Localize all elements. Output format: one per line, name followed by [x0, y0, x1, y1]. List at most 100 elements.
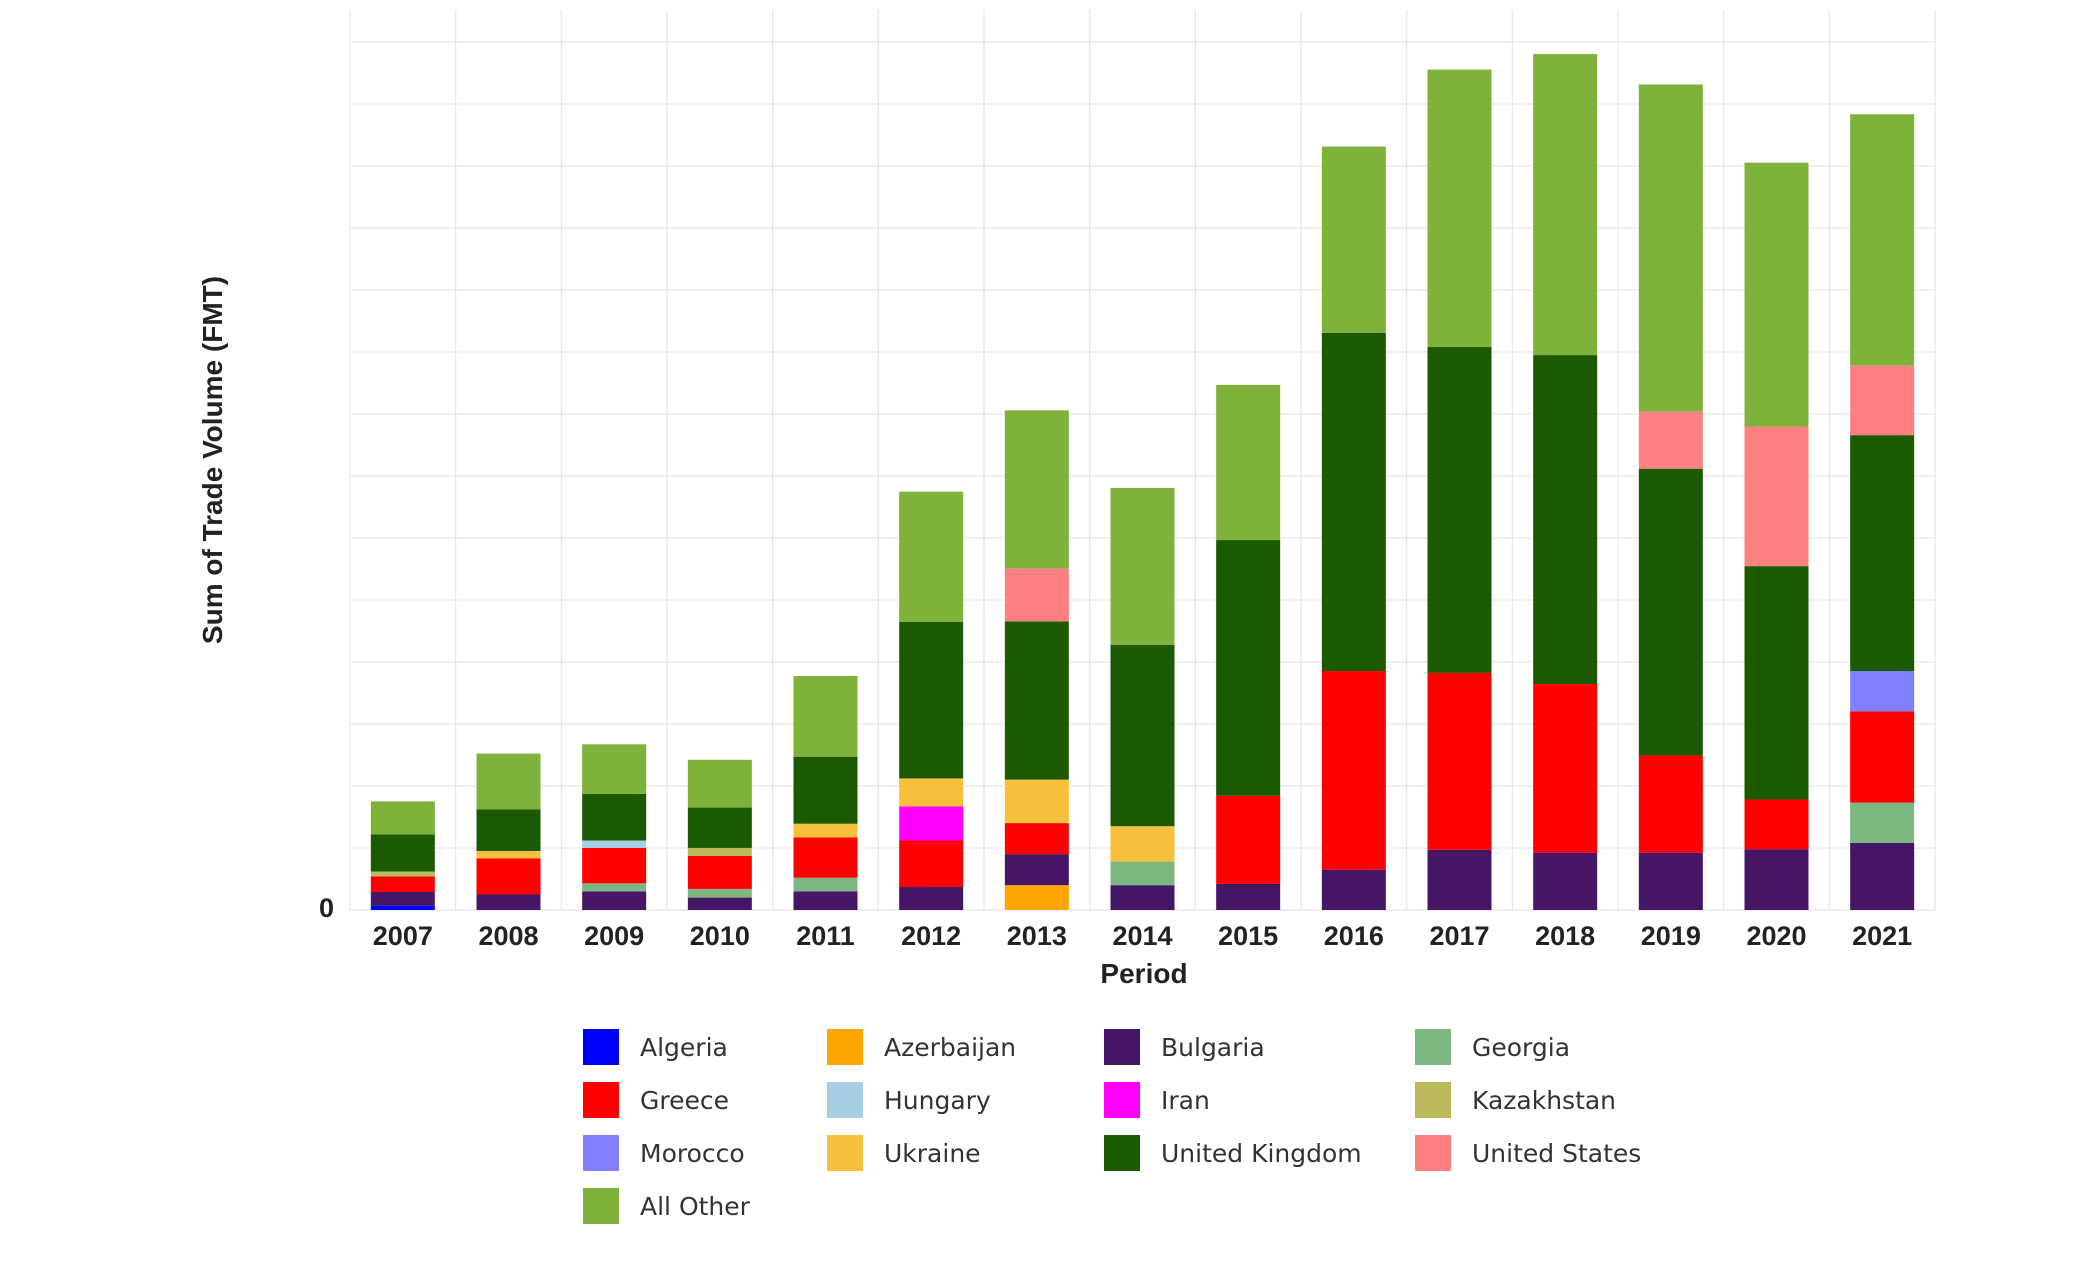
legend-swatch-greece: [583, 1082, 619, 1118]
legend-swatch-georgia: [1415, 1029, 1451, 1065]
bar-segment-2007-bulgaria: [370, 892, 435, 906]
bar-segment-2016-bulgaria: [1321, 869, 1386, 910]
bar-segment-2011-bulgaria: [793, 891, 858, 910]
bar-segment-2019-greece: [1638, 755, 1703, 853]
x-tick-label-2020: 2020: [1746, 921, 1806, 951]
bar-segment-2007-kazakhstan: [370, 871, 435, 877]
legend-label-ukraine: Ukraine: [884, 1139, 981, 1168]
bar-segment-2017-all-other: [1427, 69, 1492, 348]
bar-segment-2019-all-other: [1638, 84, 1703, 412]
bar-segment-2018-all-other: [1533, 54, 1598, 356]
bar-segment-2013-united-states: [1004, 568, 1069, 622]
bar-segment-2020-bulgaria: [1744, 849, 1809, 910]
bar-segment-2009-all-other: [582, 744, 647, 794]
bar-segment-2010-united-kingdom: [687, 807, 752, 848]
y-tick-label-0: 0: [319, 893, 334, 923]
bar-segment-2015-bulgaria: [1216, 883, 1281, 910]
legend-label-morocco: Morocco: [640, 1139, 745, 1168]
bar-segment-2015-all-other: [1216, 384, 1281, 541]
bar-segment-2014-georgia: [1110, 861, 1175, 886]
bar-segment-2020-united-states: [1744, 426, 1809, 567]
bar-segment-2014-all-other: [1110, 487, 1175, 645]
legend-label-algeria: Algeria: [640, 1033, 728, 1062]
legend: Algeria Greece Morocco All Other Azerbaijan H…: [583, 1029, 1641, 1224]
bar-segment-2010-bulgaria: [687, 897, 752, 910]
legend-swatch-united-kingdom: [1104, 1135, 1140, 1171]
bar-segment-2018-greece: [1533, 684, 1598, 853]
x-tick-label-2012: 2012: [901, 921, 961, 951]
bar-segment-2010-kazakhstan: [687, 847, 752, 856]
x-tick-label-2015: 2015: [1218, 921, 1278, 951]
bar-segment-2013-greece: [1004, 823, 1069, 855]
legend-label-iran: Iran: [1161, 1086, 1210, 1115]
bar-segment-2015-united-kingdom: [1216, 540, 1281, 796]
bar-segment-2011-all-other: [793, 676, 858, 757]
legend-swatch-united-states: [1415, 1135, 1451, 1171]
bar-segment-2013-ukraine: [1004, 779, 1069, 824]
legend-label-azerbaijan: Azerbaijan: [884, 1033, 1016, 1062]
legend-label-georgia: Georgia: [1472, 1033, 1570, 1062]
y-axis-title: Sum of Trade Volume (FMT): [197, 276, 228, 644]
bar-segment-2018-united-kingdom: [1533, 355, 1598, 685]
bar-segment-2009-hungary: [582, 840, 647, 848]
bar-segment-2013-all-other: [1004, 410, 1069, 569]
bar-segment-2012-united-kingdom: [899, 622, 964, 779]
bar-segment-2011-united-kingdom: [793, 756, 858, 824]
legend-swatch-bulgaria: [1104, 1029, 1140, 1065]
x-tick-label-2011: 2011: [796, 921, 855, 951]
bars: [370, 54, 1915, 910]
bar-segment-2012-ukraine: [899, 778, 964, 807]
bar-segment-2021-georgia: [1850, 802, 1915, 843]
bar-segment-2007-greece: [370, 876, 435, 892]
x-tick-labels: 2007 2008 2009 2010 2011 2012 2013 2014 2015 2016…: [373, 921, 1912, 951]
bar-segment-2012-bulgaria: [899, 887, 964, 910]
legend-swatch-morocco: [583, 1135, 619, 1171]
bar-segment-2012-iran: [899, 806, 964, 841]
bar-segment-2017-united-kingdom: [1427, 347, 1492, 673]
bar-segment-2011-greece: [793, 837, 858, 878]
bar-segment-2014-bulgaria: [1110, 885, 1175, 910]
legend-label-hungary: Hungary: [884, 1086, 991, 1115]
x-tick-label-2021: 2021: [1852, 921, 1912, 951]
x-tick-label-2014: 2014: [1112, 921, 1172, 951]
bar-segment-2017-bulgaria: [1427, 849, 1492, 910]
bar-segment-2008-all-other: [476, 753, 541, 810]
bar-segment-2009-bulgaria: [582, 891, 647, 910]
bar-segment-2016-united-kingdom: [1321, 332, 1386, 672]
bar-segment-2007-all-other: [370, 801, 435, 835]
bar-segment-2009-united-kingdom: [582, 793, 647, 841]
x-axis-title: Period: [1100, 958, 1187, 989]
bar-segment-2019-united-kingdom: [1638, 468, 1703, 756]
bar-segment-2008-bulgaria: [476, 894, 541, 910]
bar-segment-2021-all-other: [1850, 114, 1915, 366]
legend-swatch-kazakhstan: [1415, 1082, 1451, 1118]
legend-label-bulgaria: Bulgaria: [1161, 1033, 1265, 1062]
bar-segment-2007-algeria: [370, 905, 435, 910]
x-tick-label-2016: 2016: [1324, 921, 1384, 951]
bar-segment-2018-bulgaria: [1533, 852, 1598, 910]
x-tick-label-2010: 2010: [690, 921, 750, 951]
bar-segment-2011-ukraine: [793, 823, 858, 838]
bar-segment-2020-all-other: [1744, 162, 1809, 427]
bar-segment-2011-georgia: [793, 877, 858, 892]
bar-segment-2012-all-other: [899, 491, 964, 622]
bar-segment-2020-united-kingdom: [1744, 566, 1809, 800]
bar-segment-2019-bulgaria: [1638, 852, 1703, 910]
bar-segment-2008-ukraine: [476, 851, 541, 859]
bar-segment-2009-georgia: [582, 883, 647, 892]
x-tick-label-2008: 2008: [478, 921, 538, 951]
bar-segment-2009-greece: [582, 847, 647, 884]
legend-swatch-iran: [1104, 1082, 1140, 1118]
bar-segment-2008-greece: [476, 858, 541, 895]
bar-segment-2013-united-kingdom: [1004, 621, 1069, 780]
x-tick-label-2013: 2013: [1007, 921, 1067, 951]
legend-label-united-states: United States: [1472, 1139, 1641, 1168]
x-tick-label-2018: 2018: [1535, 921, 1595, 951]
bar-segment-2020-greece: [1744, 799, 1809, 850]
legend-swatch-ukraine: [827, 1135, 863, 1171]
bar-segment-2016-greece: [1321, 671, 1386, 870]
legend-swatch-all-other: [583, 1188, 619, 1224]
bar-segment-2021-bulgaria: [1850, 842, 1915, 910]
x-tick-label-2009: 2009: [584, 921, 644, 951]
